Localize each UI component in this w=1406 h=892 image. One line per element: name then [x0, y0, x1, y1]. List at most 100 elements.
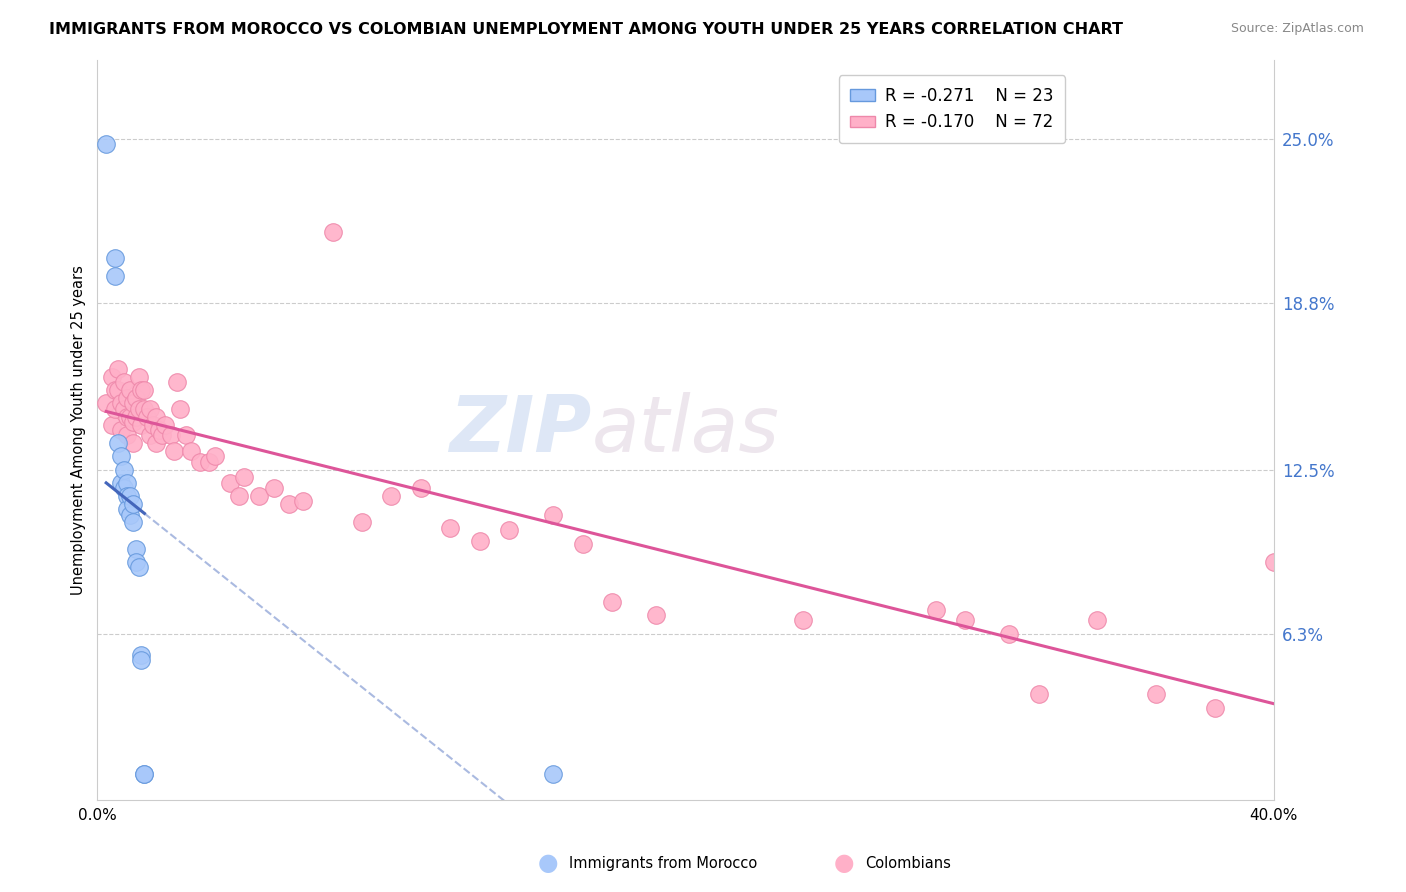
Point	[792, 613, 814, 627]
Point	[247, 489, 270, 503]
Point	[924, 603, 946, 617]
Text: ZIP: ZIP	[449, 392, 592, 468]
Point	[112, 462, 135, 476]
Point	[174, 428, 197, 442]
Text: IMMIGRANTS FROM MOROCCO VS COLOMBIAN UNEMPLOYMENT AMONG YOUTH UNDER 25 YEARS COR: IMMIGRANTS FROM MOROCCO VS COLOMBIAN UNE…	[49, 22, 1123, 37]
Point	[104, 401, 127, 416]
Point	[134, 766, 156, 780]
Point	[118, 508, 141, 522]
Point	[498, 524, 520, 538]
Point	[145, 409, 167, 424]
Point	[104, 269, 127, 284]
Point	[169, 401, 191, 416]
Point	[1085, 613, 1108, 627]
Point	[571, 536, 593, 550]
Point	[142, 417, 165, 432]
Point	[136, 409, 159, 424]
Point	[124, 541, 146, 556]
Point	[110, 396, 132, 410]
Text: Colombians: Colombians	[865, 856, 950, 871]
Point	[124, 555, 146, 569]
Point	[121, 415, 143, 429]
Point	[112, 481, 135, 495]
Point	[121, 436, 143, 450]
Point	[233, 470, 256, 484]
Point	[218, 475, 240, 490]
Point	[198, 455, 221, 469]
Point	[439, 521, 461, 535]
Point	[645, 607, 668, 622]
Point	[160, 428, 183, 442]
Point	[134, 401, 156, 416]
Point	[953, 613, 976, 627]
Point	[188, 455, 211, 469]
Point	[124, 409, 146, 424]
Y-axis label: Unemployment Among Youth under 25 years: Unemployment Among Youth under 25 years	[72, 265, 86, 595]
Point	[163, 444, 186, 458]
Point	[115, 428, 138, 442]
Point	[104, 251, 127, 265]
Point	[409, 481, 432, 495]
Text: atlas: atlas	[592, 392, 779, 468]
Point	[121, 396, 143, 410]
Point	[131, 648, 153, 662]
Point	[118, 409, 141, 424]
Point	[131, 653, 153, 667]
Point	[96, 396, 118, 410]
Point	[380, 489, 402, 503]
Point	[96, 137, 118, 152]
Point	[101, 417, 124, 432]
Point	[1204, 700, 1226, 714]
Point	[468, 533, 491, 548]
Point	[104, 383, 127, 397]
Point	[998, 626, 1021, 640]
Text: Source: ZipAtlas.com: Source: ZipAtlas.com	[1230, 22, 1364, 36]
Legend: R = -0.271    N = 23, R = -0.170    N = 72: R = -0.271 N = 23, R = -0.170 N = 72	[838, 75, 1066, 143]
Point	[107, 383, 129, 397]
Point	[134, 766, 156, 780]
Point	[292, 494, 315, 508]
Point	[121, 516, 143, 530]
Point	[115, 489, 138, 503]
Point	[150, 428, 173, 442]
Point	[128, 560, 150, 574]
Point	[1263, 555, 1285, 569]
Point	[153, 417, 176, 432]
Point	[180, 444, 202, 458]
Point	[1144, 687, 1167, 701]
Point	[352, 516, 374, 530]
Point	[115, 502, 138, 516]
Point	[115, 475, 138, 490]
Point	[541, 508, 564, 522]
Point	[128, 401, 150, 416]
Point	[166, 376, 188, 390]
Text: ●: ●	[834, 852, 853, 875]
Point	[107, 436, 129, 450]
Point	[131, 417, 153, 432]
Point	[139, 401, 162, 416]
Point	[204, 450, 226, 464]
Point	[263, 481, 285, 495]
Point	[228, 489, 250, 503]
Point	[541, 766, 564, 780]
Text: ●: ●	[538, 852, 558, 875]
Point	[115, 409, 138, 424]
Point	[112, 401, 135, 416]
Point	[101, 370, 124, 384]
Point	[600, 595, 623, 609]
Text: Immigrants from Morocco: Immigrants from Morocco	[569, 856, 758, 871]
Point	[121, 497, 143, 511]
Point	[139, 428, 162, 442]
Point	[112, 376, 135, 390]
Point	[118, 383, 141, 397]
Point	[131, 383, 153, 397]
Point	[277, 497, 299, 511]
Point	[134, 383, 156, 397]
Point	[110, 423, 132, 437]
Point	[110, 450, 132, 464]
Point	[115, 391, 138, 405]
Point	[148, 423, 170, 437]
Point	[145, 436, 167, 450]
Point	[110, 475, 132, 490]
Point	[124, 391, 146, 405]
